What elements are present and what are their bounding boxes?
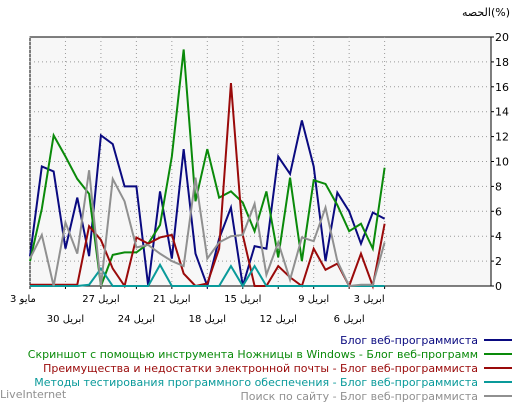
x-tick-label: 15 ابريل — [224, 294, 261, 305]
y-tick-label: 16 — [495, 81, 509, 94]
x-tick-label: 12 ابريل — [260, 314, 297, 325]
y-tick-label: 6 — [495, 205, 502, 218]
y-tick-label: 20 — [495, 31, 509, 44]
x-tick-label: 3 مايو — [10, 294, 36, 305]
x-tick-label: 9 ابريل — [298, 294, 329, 305]
y-tick-label: 14 — [495, 106, 509, 119]
x-tick-label: 30 ابريل — [47, 314, 84, 325]
legend-label: Блог веб-программиста — [340, 334, 478, 347]
series-line-3 — [30, 82, 386, 290]
y-tick-label: 10 — [495, 156, 509, 169]
legend-label: Методы тестирования программного обеспеч… — [34, 376, 478, 389]
y-tick-label: 18 — [495, 56, 509, 69]
x-tick-label: 27 ابريل — [82, 294, 119, 305]
x-tick-label: 21 ابريل — [153, 294, 190, 305]
y-tick-label: 12 — [495, 131, 509, 144]
series-line-4 — [30, 262, 385, 288]
x-tick-labels-top: 3 مايو 27 ابريل 21 ابريل 15 ابريل 9 ابريل 3 ا… — [10, 286, 386, 305]
legend-label: Поиск по сайту - Блог веб-программиста — [240, 390, 478, 403]
y-tick-label: 0 — [495, 280, 502, 293]
series-line-5 — [29, 170, 386, 288]
x-tick-label: 3 ابريل — [354, 294, 385, 305]
legend-label: Преимущества и недостатки электронной по… — [43, 362, 478, 375]
x-tick-label: 24 ابريل — [118, 314, 155, 325]
x-tick-labels-bottom: 30 ابريل 24 ابريل 18 ابريل 12 ابريل 6 ابريل — [47, 286, 365, 325]
y-tick-labels: 0 2 4 6 8 10 12 14 16 18 20 — [491, 31, 509, 293]
y-axis-label: الحصه(%) — [462, 6, 510, 19]
legend-label: Скриншот с помощью инструмента Ножницы в… — [28, 348, 478, 361]
y-tick-label: 8 — [495, 180, 502, 193]
footer-text: LiveInternet — [0, 388, 67, 401]
x-tick-label: 18 ابريل — [189, 314, 226, 325]
series-line-2 — [29, 49, 386, 287]
series-lines — [29, 49, 386, 290]
y-tick-label: 2 — [495, 255, 502, 268]
x-tick-label: 6 ابريل — [334, 314, 365, 325]
y-tick-label: 4 — [495, 230, 502, 243]
